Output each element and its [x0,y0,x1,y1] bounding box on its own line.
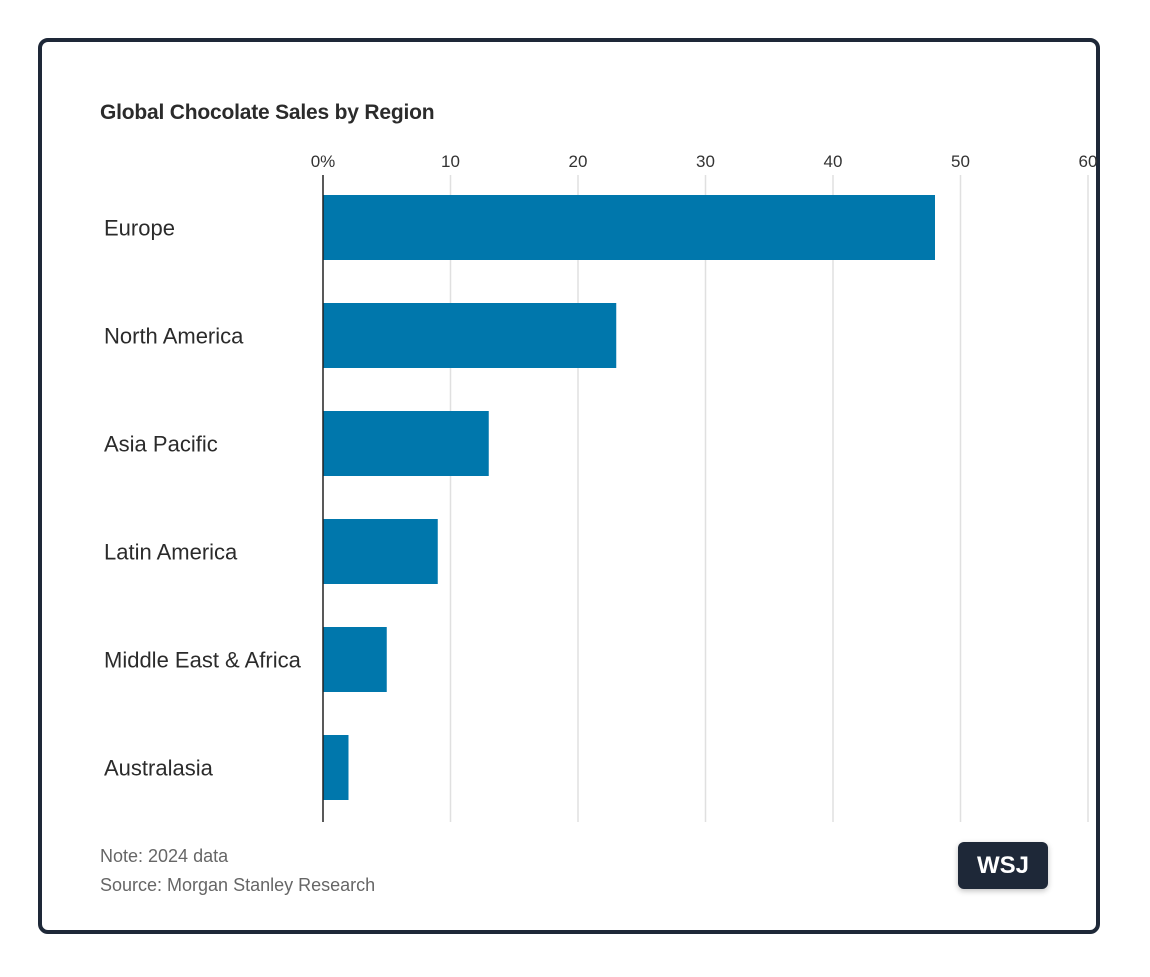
source-note: Source: Morgan Stanley Research [100,875,376,895]
bar-north-america [323,303,617,368]
category-label: Latin America [104,540,238,565]
category-label: North America [104,324,244,349]
x-tick-label: 50 [951,152,970,171]
chart-title: Global Chocolate Sales by Region [100,101,435,124]
x-tick-label: 60 [1079,152,1098,171]
gridlines [449,175,1089,822]
wsj-logo: WSJ [958,842,1048,889]
bars [323,195,935,800]
category-label: Europe [104,216,175,241]
x-tick-label: 20 [569,152,588,171]
x-tick-label: 30 [696,152,715,171]
x-axis-ticks: 0% 10 20 30 40 50 60 [311,152,1098,171]
bar-australasia [323,735,349,800]
bar-middle-east-africa [323,627,387,692]
bar-latin-america [323,519,438,584]
footnote: Note: 2024 data [100,846,229,866]
category-label: Middle East & Africa [104,648,302,673]
x-tick-label: 10 [441,152,460,171]
category-label: Australasia [104,756,214,781]
bar-europe [323,195,935,260]
x-tick-label: 40 [824,152,843,171]
category-labels: Europe North America Asia Pacific Latin Ame… [104,216,302,781]
chart-card [38,38,1100,934]
category-label: Asia Pacific [104,432,218,457]
x-tick-label: 0% [311,152,336,171]
bar-asia-pacific [323,411,489,476]
